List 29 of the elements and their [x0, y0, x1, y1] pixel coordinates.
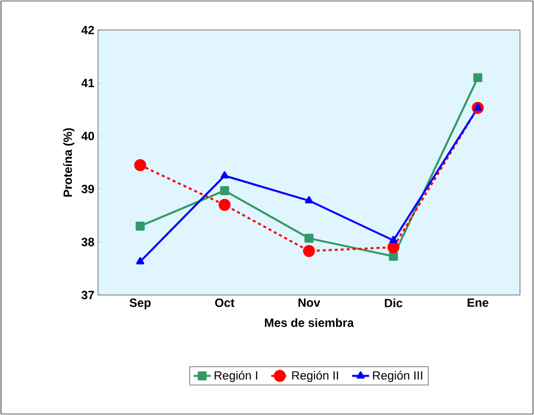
point	[387, 241, 400, 254]
point	[220, 171, 229, 178]
point	[303, 245, 315, 257]
y-tick-label: 39	[81, 184, 94, 194]
legend-label: Región I	[214, 370, 258, 382]
point	[388, 252, 398, 261]
x-tick-label: Sep	[130, 298, 151, 310]
x-axis-title: Mes de siembra	[264, 318, 354, 327]
point	[136, 257, 144, 264]
y-tick-label: 41	[81, 78, 94, 88]
point	[304, 196, 314, 204]
y-tick-label: 38	[81, 238, 94, 246]
point	[136, 222, 145, 231]
point	[389, 236, 398, 244]
legend-label: Región III	[373, 370, 422, 382]
y-tick-label: 40	[81, 132, 94, 140]
point	[304, 234, 314, 243]
point	[473, 73, 482, 82]
point	[218, 198, 231, 211]
x-tick-label: Ene	[468, 298, 488, 307]
x-tick-label: Dic	[384, 298, 402, 308]
point	[134, 159, 146, 172]
y-axis-title: Proteína (%)	[63, 128, 74, 197]
legend-label: Región II	[292, 370, 338, 382]
x-tick-label: Oct	[215, 298, 234, 307]
y-tick-label: 37	[81, 290, 94, 300]
y-tick-label: 42	[81, 26, 94, 34]
x-tick-label: Nov	[298, 298, 320, 307]
point	[220, 186, 230, 196]
